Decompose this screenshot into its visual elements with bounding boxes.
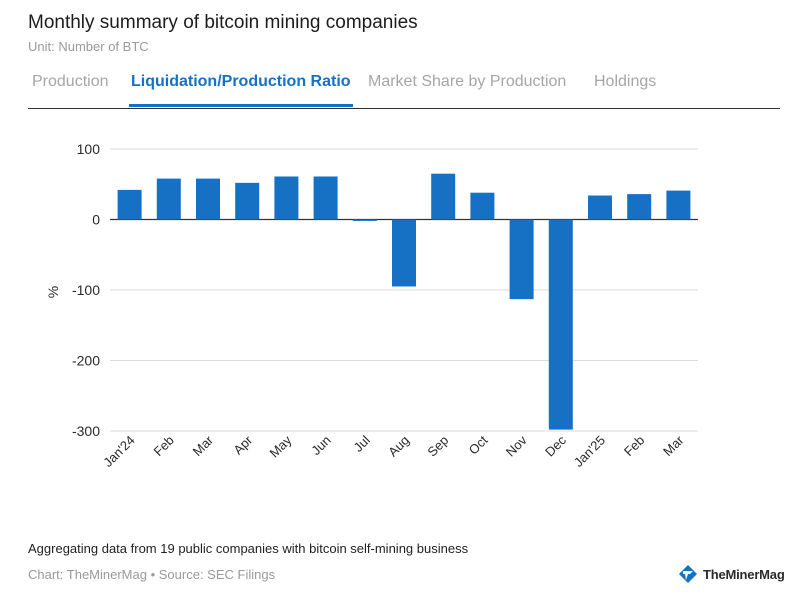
x-tick-label: Nov — [503, 432, 530, 459]
x-tick-label: Mar — [660, 432, 687, 459]
bar-chart: 100 0 -100 -200 -300% Jan'24 Feb Mar Apr May Jun Ju… — [45, 141, 698, 470]
bar — [627, 194, 652, 220]
brand-logo: TheMinerMag — [677, 564, 785, 584]
bar — [274, 176, 299, 220]
bar — [431, 173, 456, 220]
chart-title: Monthly summary of bitcoin mining compan… — [28, 12, 418, 33]
bar — [392, 219, 416, 287]
tab-holdings[interactable]: Holdings — [594, 73, 657, 90]
bar — [313, 176, 338, 220]
x-tick-label: Apr — [230, 432, 255, 457]
x-tick-label: Sep — [424, 433, 451, 460]
x-tick-label: Aug — [385, 433, 412, 460]
x-tick-label: May — [267, 432, 295, 460]
brand-name: TheMinerMag — [703, 566, 785, 582]
y-tick-label: -300 — [72, 423, 100, 439]
bar — [509, 219, 534, 300]
bar — [352, 219, 377, 221]
bar — [588, 195, 612, 220]
bar — [666, 190, 691, 220]
theminermag-logo-icon — [679, 565, 697, 583]
tab-production[interactable]: Production — [32, 73, 109, 90]
bar — [156, 178, 181, 220]
chart-credit: Chart: TheMinerMag • Source: SEC Filings — [28, 567, 276, 582]
bar — [470, 192, 495, 220]
bar — [548, 219, 573, 430]
x-tick-label: Jan'25 — [571, 433, 608, 470]
tab-bar: Production Liquidation/Production Ratio … — [28, 68, 780, 109]
y-axis-label: % — [45, 286, 61, 298]
y-tick-label: -100 — [72, 282, 100, 298]
y-tick-label: 0 — [92, 212, 100, 228]
active-tab-indicator — [129, 104, 353, 107]
x-tick-label: Dec — [542, 432, 569, 459]
x-tick-label: Oct — [466, 432, 491, 457]
bar — [196, 178, 220, 220]
x-tick-label: Jul — [351, 432, 373, 454]
tab-liquidation-production-ratio[interactable]: Liquidation/Production Ratio — [131, 73, 351, 90]
chart-subtitle: Unit: Number of BTC — [28, 39, 149, 54]
x-tick-label: Jan'24 — [100, 433, 137, 470]
x-tick-label: Jun — [308, 433, 333, 458]
x-tick-label: Feb — [621, 433, 647, 459]
footnote: Aggregating data from 19 public companie… — [28, 541, 469, 556]
tab-market-share-by-production[interactable]: Market Share by Production — [368, 73, 567, 90]
x-tick-label: Mar — [190, 432, 217, 459]
bar — [235, 182, 260, 220]
y-tick-label: 100 — [77, 141, 101, 157]
y-tick-label: -200 — [72, 353, 100, 369]
x-tick-label: Feb — [150, 433, 176, 459]
bar — [117, 189, 142, 220]
